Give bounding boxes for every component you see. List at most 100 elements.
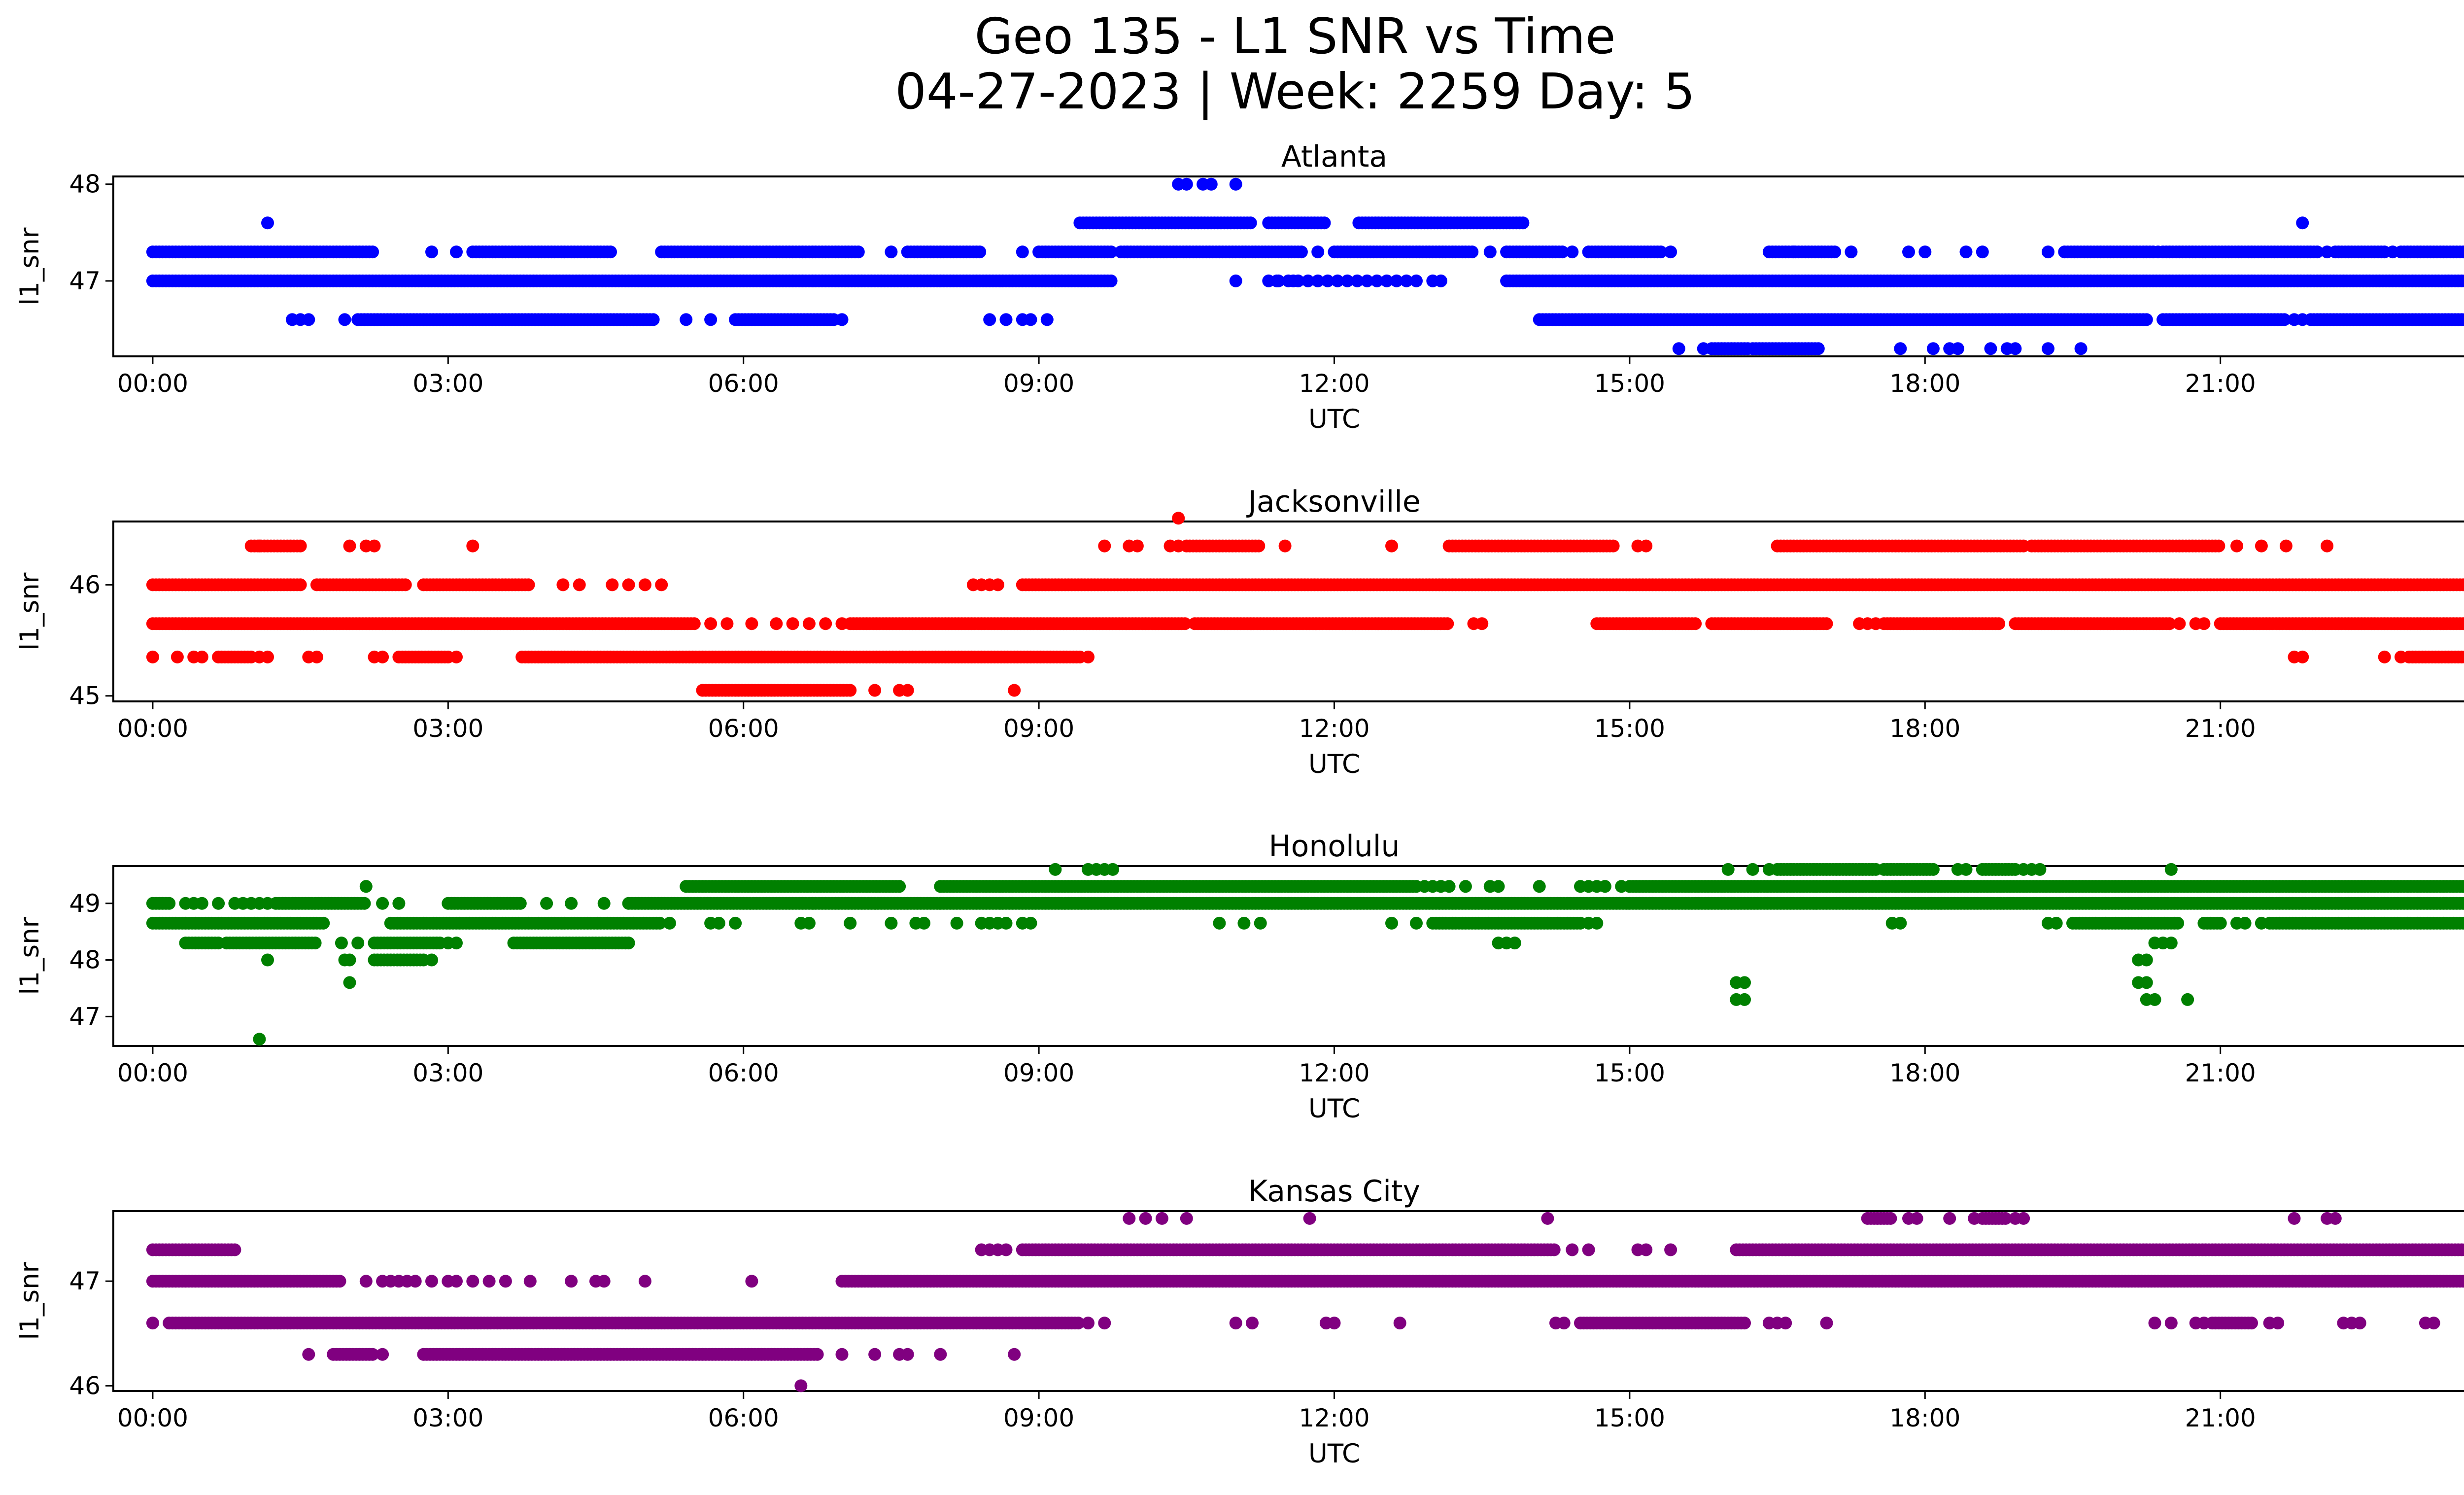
data-point <box>310 650 323 663</box>
x-tick-label: 09:00 <box>1003 369 1074 398</box>
data-point <box>1301 274 1315 287</box>
data-point <box>2050 916 2063 930</box>
data-point <box>1270 274 1283 287</box>
data-point <box>638 578 651 591</box>
data-point <box>2212 539 2225 553</box>
data-point <box>2378 650 2391 663</box>
data-point <box>343 539 356 553</box>
x-tick-label: 21:00 <box>2185 369 2256 398</box>
data-point <box>2152 245 2165 259</box>
data-point <box>729 916 742 930</box>
data-point <box>1441 617 1454 630</box>
data-point <box>901 684 914 697</box>
data-point <box>1959 245 1973 259</box>
data-point <box>770 617 783 630</box>
data-point <box>359 880 373 893</box>
data-point <box>1024 916 1037 930</box>
data-point <box>1172 539 1185 553</box>
data-point <box>1483 245 1497 259</box>
data-point <box>1380 274 1394 287</box>
data-point <box>704 313 718 326</box>
x-tick-label: 18:00 <box>1889 714 1960 743</box>
data-point <box>163 897 176 910</box>
data-point <box>261 897 274 910</box>
data-point <box>844 684 857 697</box>
data-point <box>2462 276 2464 286</box>
data-point <box>1008 684 1021 697</box>
x-tick-label: 12:00 <box>1299 369 1369 398</box>
data-point <box>2255 916 2268 930</box>
data-point <box>338 313 351 326</box>
data-point <box>2074 342 2088 355</box>
data-point <box>376 650 389 663</box>
data-point <box>1697 342 1710 355</box>
data-point <box>844 916 857 930</box>
data-point <box>1370 274 1384 287</box>
data-point <box>1590 916 1604 930</box>
data-point <box>802 916 816 930</box>
x-axis-label: UTC <box>1308 404 1360 434</box>
panel-title: Honolulu <box>1269 829 1400 864</box>
data-point <box>999 916 1013 930</box>
data-point <box>606 578 619 591</box>
data-point <box>1104 274 1118 287</box>
data-point <box>680 313 693 326</box>
data-point <box>2296 313 2309 326</box>
data-point <box>2171 916 2185 930</box>
data-point <box>1492 880 1505 893</box>
data-point <box>1615 880 1628 893</box>
data-point <box>1812 342 1825 355</box>
data-point <box>712 916 725 930</box>
x-tick-label: 18:00 <box>1889 369 1960 398</box>
data-point <box>2460 246 2464 258</box>
data-point <box>2230 539 2243 553</box>
data-point <box>1244 216 1257 230</box>
data-point <box>1820 617 1833 630</box>
data-point <box>1672 342 1685 355</box>
data-point <box>261 650 274 663</box>
data-point <box>835 617 849 630</box>
data-point <box>597 897 611 910</box>
x-tick-label: 15:00 <box>1594 369 1665 398</box>
data-point <box>146 650 159 663</box>
data-point <box>1442 880 1456 893</box>
data-point <box>885 245 898 259</box>
data-point <box>1229 274 1242 287</box>
data-point <box>1434 274 1447 287</box>
data-point <box>1566 245 1579 259</box>
data-point <box>1984 342 1997 355</box>
data-point <box>358 897 371 910</box>
data-point <box>1459 880 1472 893</box>
data-point <box>1516 216 1530 230</box>
data-point <box>918 916 930 930</box>
data-point <box>999 313 1013 326</box>
data-point <box>604 245 617 259</box>
data-point <box>1361 274 1374 287</box>
data-point <box>1689 617 1702 630</box>
data-point <box>522 578 535 591</box>
data-point <box>2321 245 2334 259</box>
data-point <box>195 897 208 910</box>
data-point <box>1951 342 1964 355</box>
data-point <box>1318 216 1331 230</box>
data-point <box>2278 313 2291 326</box>
data-point <box>1466 245 1479 259</box>
data-point <box>1172 512 1185 525</box>
data-point <box>392 897 406 910</box>
data-point <box>466 539 479 553</box>
x-tick-label: 00:00 <box>117 369 188 398</box>
data-point <box>1400 274 1413 287</box>
data-point <box>368 539 381 553</box>
data-point <box>1654 245 1668 259</box>
y-axis-label: l1_snr <box>15 572 45 650</box>
x-tick-label: 03:00 <box>412 714 483 743</box>
data-point <box>2296 216 2309 230</box>
data-point <box>1237 916 1251 930</box>
data-point <box>745 617 758 630</box>
data-point <box>1311 245 1325 259</box>
data-point <box>261 216 274 230</box>
data-point <box>950 916 963 930</box>
data-point <box>1598 880 1611 893</box>
data-point <box>253 539 266 553</box>
